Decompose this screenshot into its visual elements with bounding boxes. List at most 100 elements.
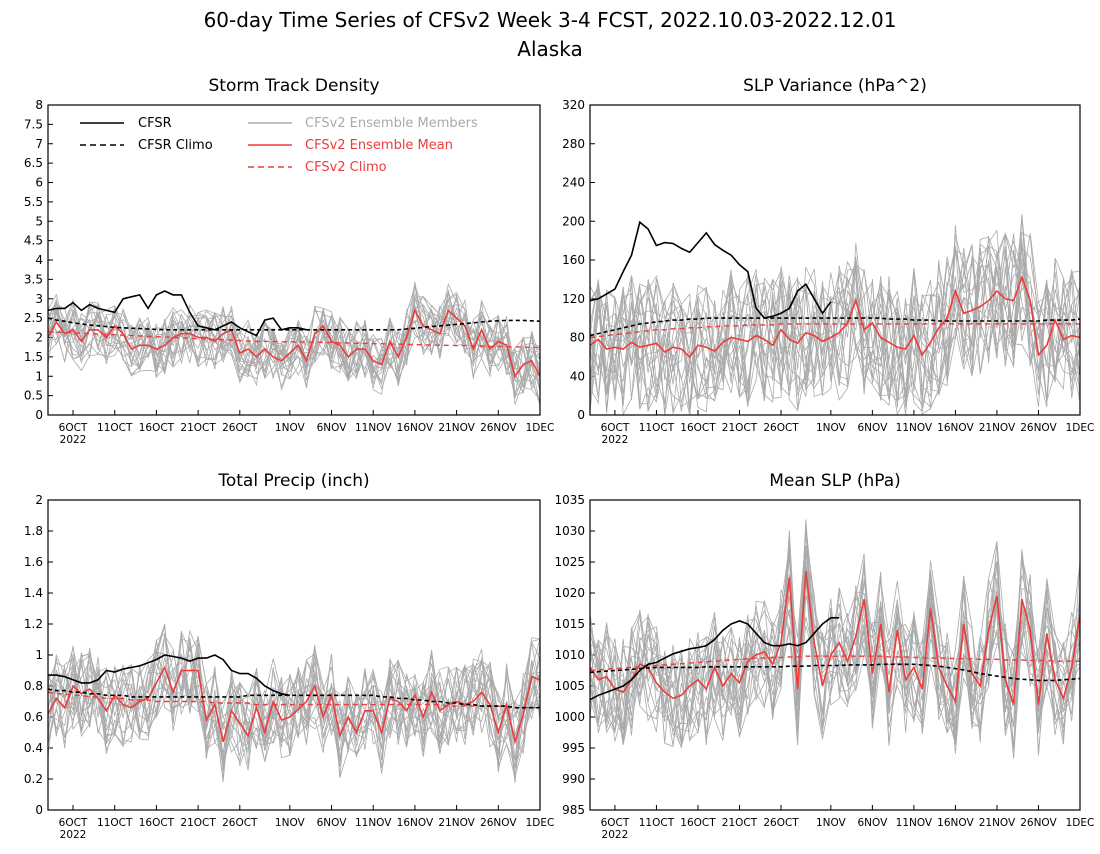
series-line-cfsv2-climo [48,691,540,709]
series-line-ensemble-member [48,281,540,397]
series-line-cfsr-climo [48,317,540,331]
series-line-ensemble-member [48,646,540,769]
x-tick-label: 16OCT [139,817,175,829]
panel-storm-track-density: Storm Track Density 0 0.5 1 1.5 2 2.5 3 3.5 4 4.5 5… [24,76,554,446]
y-tick-label: 5 [35,214,43,228]
x-tick-label: 6OCT [601,422,630,434]
series-line-ensemble-member [48,630,540,768]
x-tick-label: 6NOV [317,817,348,829]
y-tick-label: 3 [35,292,43,306]
x-tick-label: 26OCT [222,817,258,829]
y-tick-label: 7 [35,137,43,151]
x-tick-label: 21OCT [180,422,216,434]
series-line-cfsr-climo [48,688,540,709]
plot-frame [47,104,541,416]
plot-frame [589,104,1081,416]
y-tick-label: 1.4 [24,586,43,600]
series-line-ensemble-member [48,285,540,400]
series-line-cfsv2-climo [590,323,1080,339]
series-line-ens-mean [48,665,540,745]
legend-label-cfsr: CFSR [138,116,172,131]
panel-total-precip: Total Precip (inch) 0 0.2 0.4 0.6 0.8 1 1.2 1.4 1… [24,471,554,841]
series-line-cfsv2-climo [590,655,1080,672]
x-year-label: 2022 [60,829,87,841]
series-line-cfsr-climo [590,317,1080,337]
series-line-ensemble-member [590,216,1080,410]
y-tick-label: 320 [562,98,585,112]
series-line-ensemble-member [48,291,540,407]
y-tick-label: 1035 [554,493,585,507]
x-tick-label: 21OCT [722,817,758,829]
series-line-ensemble-member [48,291,540,389]
y-tick-label: 1005 [554,679,585,693]
y-tick-label: 5.5 [24,195,43,209]
y-tick-label: 995 [562,741,585,755]
series-line-ensemble-member [590,247,1080,414]
legend-label-cfsr-climo: CFSR Climo [138,138,213,153]
y-tick-label: 0.2 [24,772,43,786]
x-tick-label: 26OCT [763,422,799,434]
y-tick-label: 80 [570,331,585,345]
x-tick-label: 16OCT [680,817,716,829]
x-tick-label: 26OCT [222,422,258,434]
y-tick-label: 1015 [554,617,585,631]
series-line-cfsr-climo [590,663,1080,682]
x-tick-label: 16NOV [397,422,434,434]
y-tick-label: 0.5 [24,389,43,403]
x-tick-label: 16OCT [139,422,175,434]
figure-title-line2: Alaska [517,37,582,61]
legend-label-cfsv2-climo: CFSv2 Climo [305,160,387,175]
series-line-ensemble-member [48,653,540,779]
y-tick-label: 3.5 [24,272,43,286]
y-tick-label: 1.8 [24,524,43,538]
x-tick-label: 16OCT [680,422,716,434]
x-tick-label: 1NOV [816,422,847,434]
x-tick-label: 11NOV [355,422,392,434]
series-line-cfsv2-climo [48,331,540,349]
x-tick-label: 21NOV [979,817,1016,829]
x-tick-label: 1NOV [816,817,847,829]
series-line-ensemble-member [590,554,1080,746]
series-line-ensemble-member [590,243,1080,415]
y-tick-label: 7.5 [24,117,43,131]
y-tick-label: 160 [562,253,585,267]
panel-title: Total Precip (inch) [217,471,369,491]
x-tick-label: 11OCT [639,817,675,829]
y-tick-label: 1.5 [24,350,43,364]
plot-frame [589,499,1081,811]
series-line-ensemble-member [48,293,540,375]
x-tick-label: 6OCT [59,817,88,829]
y-tick-label: 0.8 [24,679,43,693]
series-line-ensemble-member [590,563,1080,754]
plot-frame [47,499,541,811]
y-tick-label: 0 [577,408,585,422]
x-tick-label: 21NOV [438,422,475,434]
x-tick-label: 21NOV [979,422,1016,434]
x-tick-label: 26NOV [480,422,517,434]
series-line-ensemble-member [590,530,1080,756]
x-tick-label: 11NOV [896,422,933,434]
x-tick-label: 6OCT [601,817,630,829]
x-tick-label: 1DEC [1066,817,1095,829]
x-tick-label: 1NOV [275,422,306,434]
x-tick-label: 16NOV [937,817,974,829]
legend: CFSR CFSR Climo CFSv2 Ensemble Members C… [80,116,478,175]
series-line-ens-mean [590,571,1080,705]
series-line-ensemble-member [590,233,1080,412]
series-line-ens-mean [48,308,540,379]
series-line-ensemble-member [590,214,1080,415]
series-line-cfsr [48,654,290,697]
x-year-label: 2022 [602,434,629,446]
x-tick-label: 21OCT [722,422,758,434]
x-tick-label: 1DEC [1066,422,1095,434]
y-tick-label: 1025 [554,555,585,569]
x-tick-label: 26OCT [763,817,799,829]
series-line-cfsr [590,220,832,319]
y-tick-label: 8 [35,98,43,112]
x-tick-label: 1NOV [275,817,306,829]
y-tick-label: 2.5 [24,311,43,325]
legend-label-ens-mean: CFSv2 Ensemble Mean [305,138,453,153]
x-tick-label: 16NOV [937,422,974,434]
panel-mean-slp: Mean SLP (hPa) 985 990 995 1000 1005 1010 1015 1… [554,471,1094,841]
series-line-ens-mean [590,275,1080,359]
